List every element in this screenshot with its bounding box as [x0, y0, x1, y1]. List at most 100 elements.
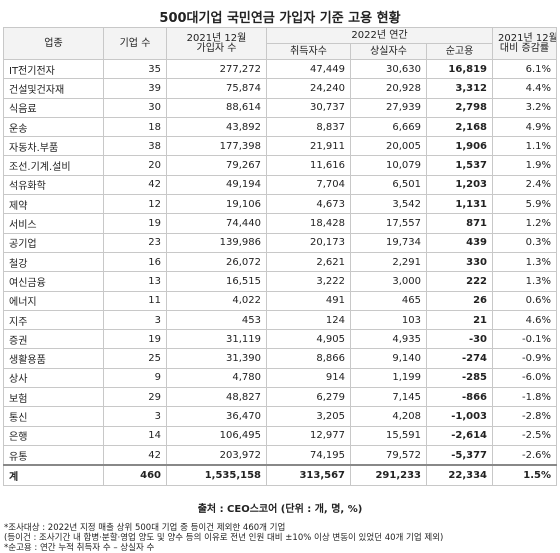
cell: 19 [103, 329, 167, 350]
cell: 19,734 [350, 232, 427, 253]
data-row: 보험 29 48,827 6,279 7,145 -866 -1.8% [3, 387, 558, 408]
cell: 2,621 [266, 251, 351, 273]
cell: 27,939 [350, 97, 427, 118]
cell: 운송 [3, 116, 104, 138]
cell: 24,240 [266, 78, 351, 99]
cell: 20,005 [350, 136, 427, 157]
cell: 9 [103, 367, 167, 389]
header-cell: 2022년 연간 [265, 27, 494, 44]
cell: 6,501 [350, 174, 427, 196]
cell: 통신 [3, 406, 104, 427]
cell: 49,194 [166, 174, 267, 196]
cell: 31,119 [166, 329, 267, 350]
data-row: 공기업 23 139,986 20,173 19,734 439 0.3% [3, 232, 558, 253]
cell: 16,515 [166, 271, 267, 292]
header-line: 2021년 12월 [186, 32, 247, 44]
cell: -30 [425, 329, 494, 350]
cell: -2.5% [492, 425, 558, 446]
cell: 16,819 [425, 58, 494, 80]
cell: 15,591 [350, 425, 427, 446]
cell: 제약 [3, 194, 104, 215]
cell: 상사 [3, 367, 104, 389]
cell: 17,557 [350, 213, 427, 234]
cell: 6,279 [266, 387, 351, 408]
cell: 103 [350, 309, 427, 331]
cell: 1.3% [492, 271, 558, 292]
cell: 47,449 [266, 58, 351, 80]
cell: 20 [103, 155, 167, 176]
header-cell: 순고용 [425, 43, 494, 60]
header-cell: 2021년 12월 가입자 수 [166, 27, 267, 60]
cell: 1,199 [350, 367, 427, 389]
cell: -0.1% [492, 329, 558, 350]
cell: 서비스 [3, 213, 104, 234]
cell: 16 [103, 251, 167, 273]
header-cell: 취득자수 [266, 43, 351, 60]
cell: 139,986 [166, 232, 267, 253]
cell: 871 [425, 213, 494, 234]
cell: 914 [266, 367, 351, 389]
cell: 1.5% [492, 464, 558, 486]
cell: 74,195 [266, 444, 351, 466]
cell: 8,866 [266, 348, 351, 369]
data-row: 제약 12 19,106 4,673 3,542 1,131 5.9% [3, 194, 558, 215]
cell: 35 [103, 58, 167, 80]
cell: 3 [103, 406, 167, 427]
cell: 공기업 [3, 232, 104, 253]
cell: 42 [103, 444, 167, 466]
cell: 1,131 [425, 194, 494, 215]
cell: 177,398 [166, 136, 267, 157]
header-cell: 업종 [3, 27, 104, 60]
cell: 0.6% [492, 290, 558, 311]
cell: 식음료 [3, 97, 104, 118]
title: 500대기업 국민연금 가입자 기준 고용 현황 [159, 11, 401, 26]
cell: 4,208 [350, 406, 427, 427]
cell: 11,616 [266, 155, 351, 176]
cell: 26,072 [166, 251, 267, 273]
cell: 222 [425, 271, 494, 292]
cell: 석유화학 [3, 174, 104, 196]
cell: 2,291 [350, 251, 427, 273]
cell: 18,428 [266, 213, 351, 234]
header-line: 대비 증감률 [499, 42, 550, 54]
data-row: 조선.기계.설비 20 79,267 11,616 10,079 1,537 1.9% [3, 155, 558, 176]
cell: 29 [103, 387, 167, 408]
cell: 1,906 [425, 136, 494, 157]
cell: 453 [166, 309, 267, 331]
cell: 조선.기계.설비 [3, 155, 104, 176]
cell: 4,022 [166, 290, 267, 311]
cell: 465 [350, 290, 427, 311]
cell: 2,798 [425, 97, 494, 118]
header-line: 가입자 수 [196, 42, 237, 54]
cell: 4.6% [492, 309, 558, 331]
cell: 42 [103, 174, 167, 196]
data-row: IT전기전자 35 277,272 47,449 30,630 16,819 6.1% [3, 58, 558, 80]
data-row: 에너지 11 4,022 491 465 26 0.6% [3, 290, 558, 311]
cell: 38 [103, 136, 167, 157]
cell: 11 [103, 290, 167, 311]
cell: 10,079 [350, 155, 427, 176]
cell: -285 [425, 367, 494, 389]
cell: 철강 [3, 251, 104, 273]
cell: 4.4% [492, 78, 558, 99]
cell: 1,535,158 [166, 464, 267, 486]
cell: 277,272 [166, 58, 267, 80]
cell: 8,837 [266, 116, 351, 138]
cell: 20,173 [266, 232, 351, 253]
cell: 21,911 [266, 136, 351, 157]
header-cell: 2021년 12월 대비 증감률 [492, 27, 558, 60]
cell: 5.9% [492, 194, 558, 215]
table-body: IT전기전자 35 277,272 47,449 30,630 16,819 6.1% 건설및… [3, 58, 558, 486]
data-row: 유통 42 203,972 74,195 79,572 -5,377 -2.6% [3, 444, 558, 466]
cell: 13 [103, 271, 167, 292]
notes: *조사대상 : 2022년 지정 매출 상위 500대 기업 중 등이건 제외한… [4, 523, 560, 553]
cell: 30 [103, 97, 167, 118]
data-row: 운송 18 43,892 8,837 6,669 2,168 4.9% [3, 116, 558, 138]
cell: 48,827 [166, 387, 267, 408]
cell: -866 [425, 387, 494, 408]
cell: 4,673 [266, 194, 351, 215]
table: 업종 기업 수 2021년 12월 가입자 수 2022년 연간 2021년 12… [3, 27, 558, 486]
cell: 79,572 [350, 444, 427, 466]
cell: 79,267 [166, 155, 267, 176]
cell: 75,874 [166, 78, 267, 99]
